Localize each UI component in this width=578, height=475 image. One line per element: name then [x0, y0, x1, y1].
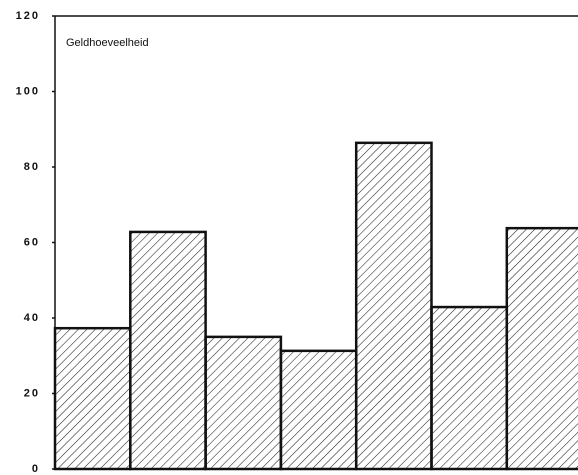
y-axis-label: Geldhoeveelheid	[66, 37, 149, 49]
bar	[204, 335, 283, 471]
y-tick-label: 40	[24, 312, 40, 324]
bar	[354, 141, 433, 471]
bar	[505, 226, 578, 471]
bar	[53, 326, 132, 471]
bar	[279, 349, 358, 471]
y-tick-label: 20	[24, 387, 40, 399]
y-tick-label: 60	[24, 236, 40, 248]
y-tick-label: 0	[32, 463, 40, 475]
bar	[430, 305, 509, 471]
y-tick-label: 120	[16, 10, 40, 22]
y-tick-label: 80	[24, 161, 40, 173]
bar	[129, 230, 207, 471]
y-tick-label: 100	[16, 85, 40, 97]
